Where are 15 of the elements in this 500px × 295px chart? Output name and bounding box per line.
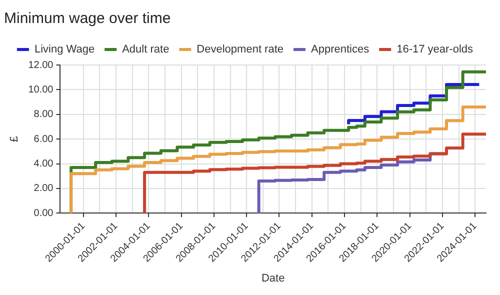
y-tick-label: 0.00 <box>34 208 54 219</box>
legend-label: 16-17 year-olds <box>396 44 474 56</box>
y-tick-label: 4.00 <box>34 158 54 170</box>
legend-label: Development rate <box>196 44 284 56</box>
y-tick-label: 2.00 <box>34 183 54 194</box>
legend-label: Apprentices <box>311 44 370 56</box>
y-axis-title: £ <box>8 136 21 142</box>
legend-label: Adult rate <box>122 44 170 56</box>
y-tick-label: 12.00 <box>28 60 54 71</box>
chart-title: Minimum wage over time <box>4 10 171 28</box>
y-tick-label: 6.00 <box>34 134 54 145</box>
y-tick-label: 8.00 <box>34 109 54 120</box>
y-tick-label: 10.00 <box>28 84 54 96</box>
x-axis-title: Date <box>261 272 285 284</box>
legend-label: Living Wage <box>34 44 95 56</box>
